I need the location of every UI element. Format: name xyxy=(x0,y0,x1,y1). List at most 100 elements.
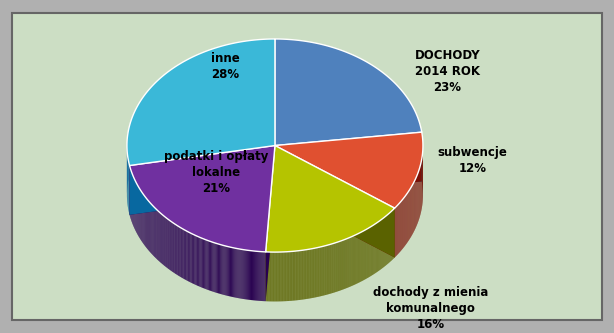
Polygon shape xyxy=(297,251,298,300)
Polygon shape xyxy=(205,239,206,289)
Polygon shape xyxy=(219,244,220,294)
Polygon shape xyxy=(193,234,194,284)
Text: dochody z mienia
komunalnego
16%: dochody z mienia komunalnego 16% xyxy=(373,286,488,331)
Polygon shape xyxy=(204,239,205,289)
Polygon shape xyxy=(202,238,203,288)
Polygon shape xyxy=(285,252,286,301)
Polygon shape xyxy=(290,251,291,301)
Polygon shape xyxy=(127,39,275,166)
Polygon shape xyxy=(273,252,274,301)
Polygon shape xyxy=(266,146,275,301)
Polygon shape xyxy=(316,248,317,297)
Polygon shape xyxy=(214,243,216,292)
Polygon shape xyxy=(268,252,269,301)
Polygon shape xyxy=(232,247,233,297)
Polygon shape xyxy=(275,132,423,208)
Polygon shape xyxy=(344,239,345,289)
Polygon shape xyxy=(350,237,351,287)
Polygon shape xyxy=(221,245,222,294)
Polygon shape xyxy=(265,252,266,301)
Polygon shape xyxy=(358,233,359,283)
Polygon shape xyxy=(321,247,322,296)
Polygon shape xyxy=(347,238,348,288)
Polygon shape xyxy=(247,250,248,300)
Polygon shape xyxy=(164,216,165,266)
Polygon shape xyxy=(352,236,354,285)
Polygon shape xyxy=(331,244,332,294)
Polygon shape xyxy=(256,251,257,301)
Polygon shape xyxy=(262,252,263,301)
Polygon shape xyxy=(271,252,273,301)
Polygon shape xyxy=(173,223,174,273)
Polygon shape xyxy=(229,247,230,296)
Polygon shape xyxy=(228,247,229,296)
Polygon shape xyxy=(296,251,297,300)
Polygon shape xyxy=(322,246,323,296)
Text: subwencje
12%: subwencje 12% xyxy=(437,146,507,175)
Polygon shape xyxy=(299,250,300,300)
Polygon shape xyxy=(208,241,209,290)
Polygon shape xyxy=(200,237,201,287)
Polygon shape xyxy=(192,234,193,284)
Polygon shape xyxy=(216,243,217,293)
Polygon shape xyxy=(333,243,334,293)
Polygon shape xyxy=(334,243,335,292)
Polygon shape xyxy=(348,238,349,287)
Polygon shape xyxy=(253,251,254,300)
Polygon shape xyxy=(303,250,305,299)
Polygon shape xyxy=(178,226,179,276)
Polygon shape xyxy=(306,249,307,299)
Polygon shape xyxy=(130,146,275,252)
Polygon shape xyxy=(180,227,181,277)
Polygon shape xyxy=(220,244,221,294)
Polygon shape xyxy=(251,251,252,300)
Polygon shape xyxy=(356,234,357,284)
Polygon shape xyxy=(206,240,208,290)
Polygon shape xyxy=(260,251,261,301)
Polygon shape xyxy=(209,241,210,291)
Polygon shape xyxy=(227,246,228,296)
Polygon shape xyxy=(250,250,251,300)
Polygon shape xyxy=(235,248,236,298)
Polygon shape xyxy=(311,249,313,298)
Polygon shape xyxy=(195,235,196,285)
Polygon shape xyxy=(340,241,341,290)
Polygon shape xyxy=(261,252,262,301)
Polygon shape xyxy=(167,218,168,268)
Polygon shape xyxy=(275,39,422,146)
Polygon shape xyxy=(238,249,239,298)
Polygon shape xyxy=(166,218,167,268)
Polygon shape xyxy=(190,233,192,283)
Polygon shape xyxy=(170,221,171,271)
Polygon shape xyxy=(343,240,344,289)
Polygon shape xyxy=(278,252,279,301)
Polygon shape xyxy=(359,233,360,283)
Polygon shape xyxy=(185,230,186,280)
Polygon shape xyxy=(266,252,267,301)
Polygon shape xyxy=(203,239,204,288)
Polygon shape xyxy=(300,250,301,300)
Polygon shape xyxy=(217,244,218,293)
Polygon shape xyxy=(266,146,275,301)
Polygon shape xyxy=(275,132,422,195)
Polygon shape xyxy=(275,146,395,257)
Polygon shape xyxy=(160,213,161,263)
Polygon shape xyxy=(309,249,310,298)
Polygon shape xyxy=(184,230,185,279)
Polygon shape xyxy=(189,232,190,282)
Polygon shape xyxy=(254,251,255,300)
Polygon shape xyxy=(230,247,231,297)
Polygon shape xyxy=(186,230,187,280)
Polygon shape xyxy=(255,251,256,301)
Polygon shape xyxy=(349,237,350,287)
Polygon shape xyxy=(289,251,290,301)
Polygon shape xyxy=(196,236,197,285)
Polygon shape xyxy=(295,251,296,300)
Polygon shape xyxy=(286,252,287,301)
Polygon shape xyxy=(355,235,356,285)
Polygon shape xyxy=(335,243,336,292)
Polygon shape xyxy=(175,224,176,274)
Polygon shape xyxy=(188,232,189,282)
Polygon shape xyxy=(168,219,169,269)
Polygon shape xyxy=(298,251,299,300)
